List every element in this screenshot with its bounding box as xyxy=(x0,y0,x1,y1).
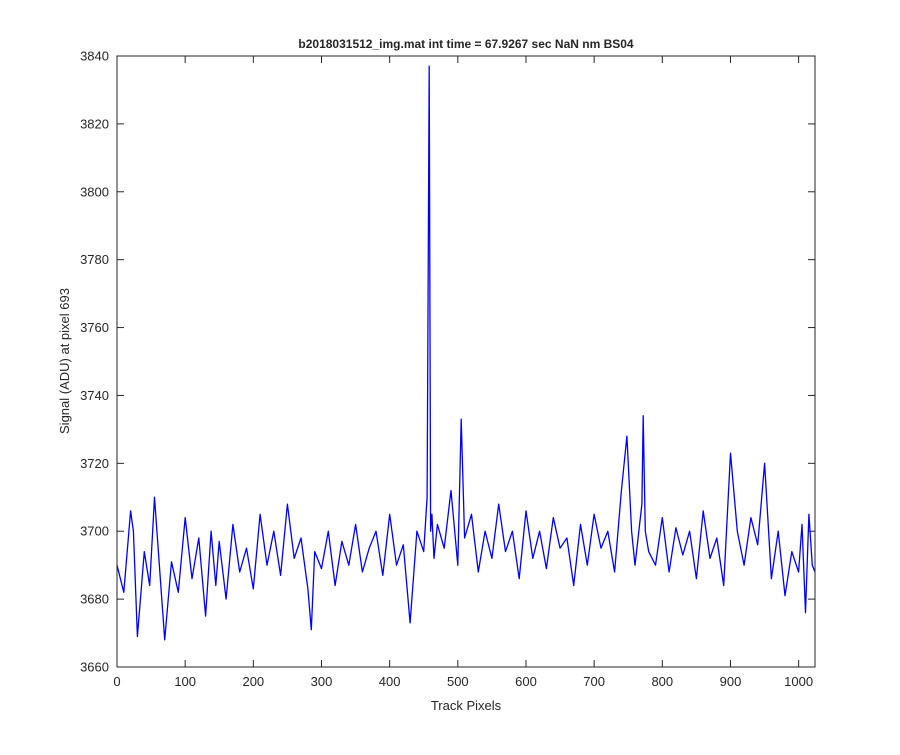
axis-ticks: 0 100 200 300 400 500 600 700 800 900 1000 3660 3680… xyxy=(80,49,815,689)
x-tick-label: 800 xyxy=(651,674,673,689)
x-tick-label: 400 xyxy=(379,674,401,689)
x-tick-label: 600 xyxy=(515,674,537,689)
x-tick-label: 500 xyxy=(447,674,469,689)
y-tick-label: 3660 xyxy=(80,660,109,675)
y-tick-label: 3800 xyxy=(80,184,109,199)
x-tick-label: 300 xyxy=(311,674,333,689)
series-line xyxy=(116,65,816,641)
x-tick-label: 1000 xyxy=(784,674,813,689)
y-tick-label: 3820 xyxy=(80,116,109,131)
chart-title: b2018031512_img.mat int time = 67.9267 s… xyxy=(298,37,634,51)
y-tick-label: 3680 xyxy=(80,592,109,607)
y-tick-label: 3700 xyxy=(80,524,109,539)
x-axis-label: Track Pixels xyxy=(431,698,502,713)
y-tick-label: 3720 xyxy=(80,456,109,471)
x-tick-label: 700 xyxy=(583,674,605,689)
axes-box xyxy=(116,55,816,668)
x-tick-label: 100 xyxy=(174,674,196,689)
y-tick-label: 3780 xyxy=(80,252,109,267)
series-group xyxy=(116,65,816,641)
x-tick-label: 200 xyxy=(242,674,264,689)
y-tick-label: 3740 xyxy=(80,388,109,403)
x-tick-label: 0 xyxy=(113,674,120,689)
plot-area xyxy=(117,56,815,667)
y-tick-label: 3840 xyxy=(80,49,109,64)
y-axis-label: Signal (ADU) at pixel 693 xyxy=(57,288,72,434)
x-tick-label: 900 xyxy=(720,674,742,689)
y-tick-label: 3760 xyxy=(80,320,109,335)
